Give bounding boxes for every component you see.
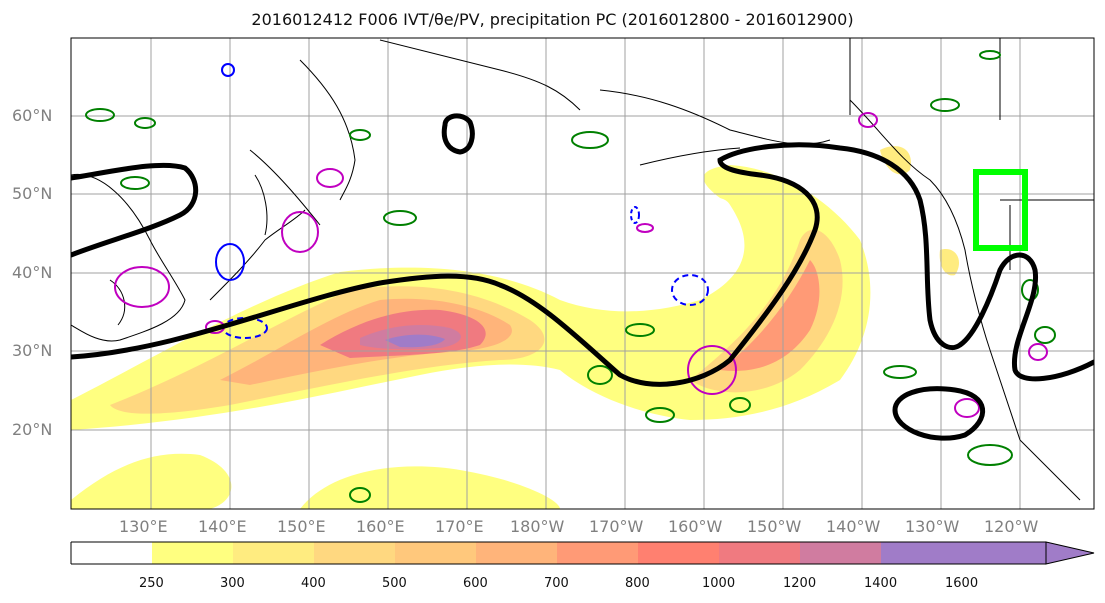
lon-label-170e: 170°E — [435, 517, 484, 536]
lon-label-130w: 130°W — [905, 517, 960, 536]
coast-kamchatka — [299, 59, 356, 201]
theta-south-loop — [892, 386, 985, 441]
cb-seg-7 — [638, 542, 719, 564]
coast-korea — [109, 279, 126, 326]
lon-label-150e: 150°E — [277, 517, 326, 536]
theta-main-contour — [71, 142, 1094, 387]
cb-seg-11 — [962, 542, 1046, 564]
highlight-box — [973, 169, 1028, 251]
cb-tick-1600: 1600 — [945, 576, 979, 591]
cb-seg-3 — [314, 542, 395, 564]
ivt-shading — [71, 146, 960, 509]
cb-seg-10 — [881, 542, 962, 564]
cb-tick-300: 300 — [220, 576, 245, 591]
lon-label-180w: 180°W — [510, 517, 565, 536]
lat-label-20: 20°N — [12, 420, 53, 439]
page-title: 2016012412 F006 IVT/θe/PV, precipitation… — [251, 10, 854, 29]
cb-tick-250: 250 — [139, 576, 164, 591]
cb-tick-700: 700 — [544, 576, 569, 591]
lon-label-170w: 170°W — [589, 517, 644, 536]
ivt-patch-north — [880, 146, 911, 175]
cb-seg-4 — [395, 542, 476, 564]
coast-kurils — [249, 149, 321, 226]
lat-label-50: 50°N — [12, 184, 53, 203]
cb-tick-1000: 1000 — [702, 576, 736, 591]
coast-asia-mainland — [71, 173, 186, 342]
lon-label-160w: 160°W — [668, 517, 723, 536]
lon-label-160e: 160°E — [356, 517, 405, 536]
lon-label-130e: 130°E — [119, 517, 168, 536]
cb-tick-1200: 1200 — [783, 576, 817, 591]
coast-baja — [1019, 439, 1081, 501]
lon-label-120w: 120°W — [984, 517, 1039, 536]
cb-tick-800: 800 — [625, 576, 650, 591]
coast-bering — [379, 39, 581, 111]
theta-nw-contour — [71, 162, 199, 258]
theta-small-loop — [441, 113, 475, 155]
map-content — [71, 38, 1094, 509]
cb-tick-1400: 1400 — [864, 576, 898, 591]
boundaries — [849, 38, 1094, 270]
lat-label-30: 30°N — [12, 341, 53, 360]
ivt-core-1400 — [385, 334, 445, 348]
magenta-contours — [114, 112, 1048, 418]
lat-label-40: 40°N — [12, 263, 53, 282]
coast-japan — [209, 209, 306, 301]
green-contours — [85, 50, 1056, 503]
cb-seg-5 — [476, 542, 557, 564]
blue-contours — [215, 63, 709, 339]
ivt-band-800-east — [720, 260, 820, 371]
cb-frame — [70, 541, 1046, 565]
cb-seg-2 — [233, 542, 314, 564]
lon-label-140e: 140°E — [198, 517, 247, 536]
cb-extend-arrow — [1045, 541, 1095, 565]
gridlines — [71, 38, 1094, 509]
cb-seg-8 — [719, 542, 800, 564]
ivt-south-band-2 — [300, 466, 560, 509]
coast-aleutians — [639, 147, 741, 166]
lon-label-150w: 150°W — [747, 517, 802, 536]
coast-na-west — [849, 99, 1021, 441]
coast-sakhalin — [254, 174, 268, 236]
cb-seg-0 — [71, 542, 152, 564]
cb-tick-400: 400 — [301, 576, 326, 591]
ivt-hole — [704, 198, 732, 226]
colorbar — [70, 541, 1095, 565]
map-frame — [70, 37, 1095, 510]
cb-seg-1 — [152, 542, 233, 564]
ivt-patch-east — [939, 249, 960, 276]
cb-tick-500: 500 — [382, 576, 407, 591]
cb-seg-9 — [800, 542, 881, 564]
cb-seg-6 — [557, 542, 638, 564]
theta-contours — [71, 113, 1094, 441]
lat-label-60: 60°N — [12, 106, 53, 125]
lon-label-140w: 140°W — [826, 517, 881, 536]
cb-tick-600: 600 — [463, 576, 488, 591]
